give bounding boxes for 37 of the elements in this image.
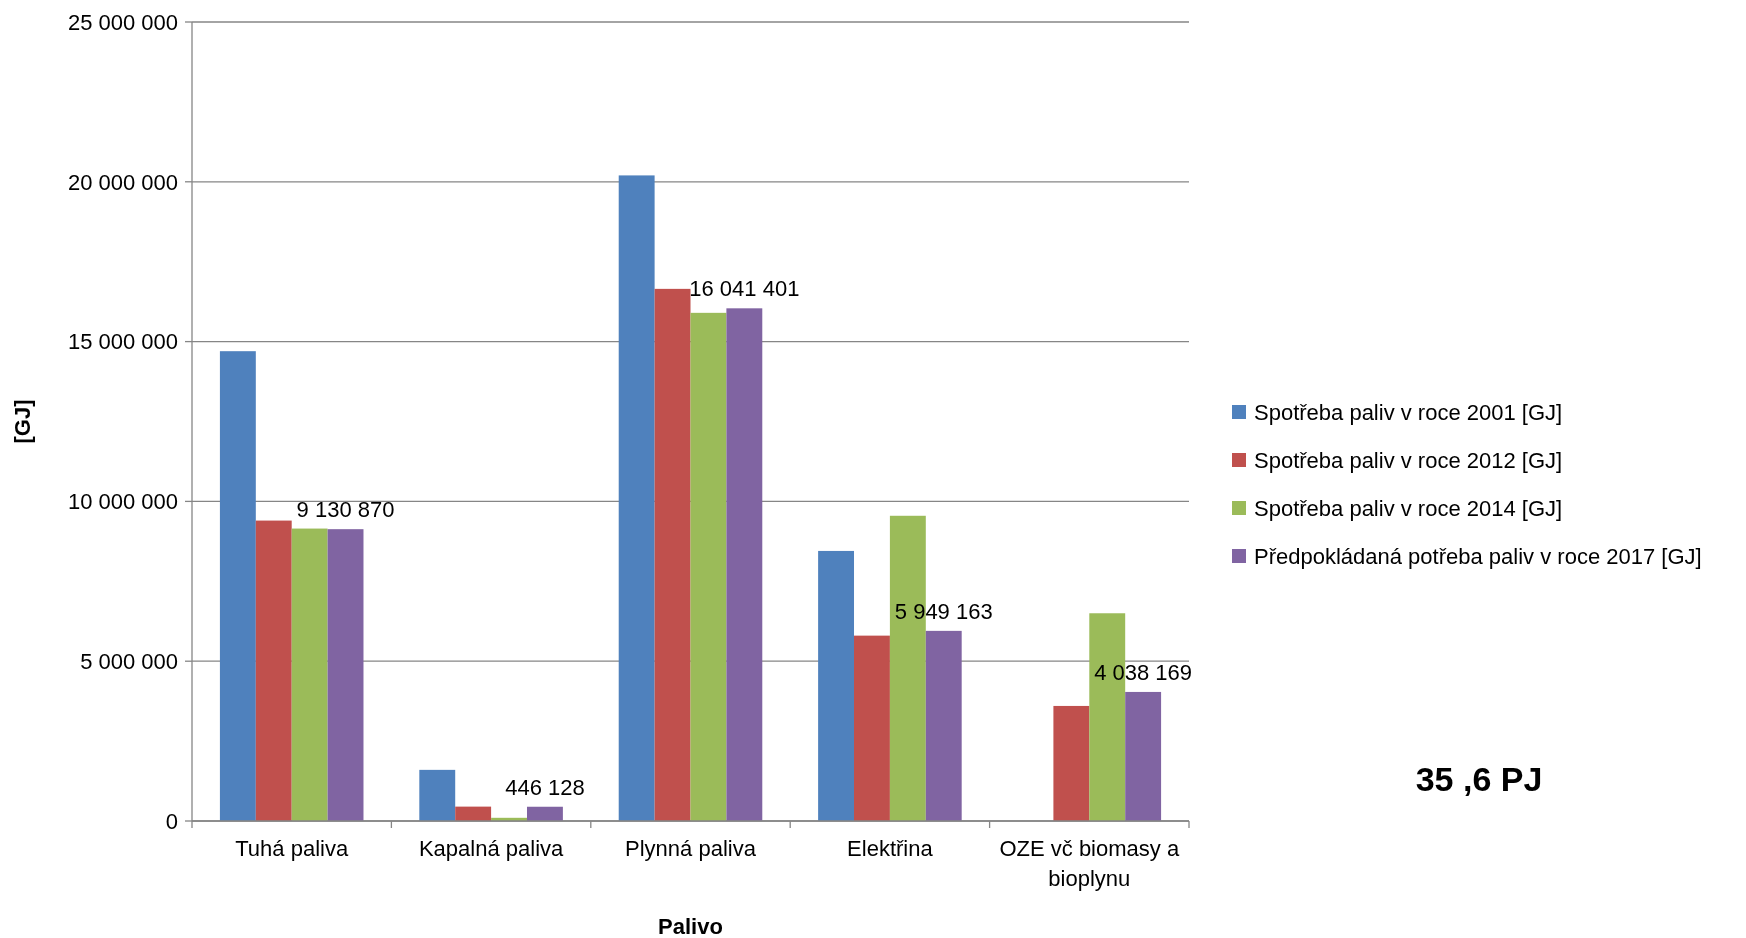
bar bbox=[818, 550, 855, 821]
bar bbox=[726, 308, 763, 821]
bar bbox=[255, 520, 292, 821]
bar bbox=[219, 351, 256, 821]
data-label: 16 041 401 bbox=[689, 276, 800, 302]
x-axis-title: Palivo bbox=[658, 914, 723, 938]
x-tick-label: Tuhá paliva bbox=[235, 836, 349, 861]
y-tick-label: 0 bbox=[165, 808, 178, 834]
bar bbox=[618, 175, 655, 821]
x-tick-label: Kapalná paliva bbox=[418, 836, 565, 861]
x-tick-label: Elektřina bbox=[847, 836, 934, 861]
data-label: 446 128 bbox=[505, 774, 585, 800]
legend-label: Spotřeba paliv v roce 2012 [GJ] bbox=[1254, 447, 1563, 473]
bar bbox=[854, 635, 890, 821]
bar bbox=[419, 769, 456, 821]
bar bbox=[925, 630, 962, 821]
legend-label: Spotřeba paliv v roce 2001 [GJ] bbox=[1254, 399, 1563, 425]
bar bbox=[690, 312, 727, 821]
bar bbox=[1053, 705, 1090, 821]
x-tick-label: Plynná paliva bbox=[625, 836, 757, 861]
bar bbox=[291, 528, 328, 821]
legend-label: Spotřeba paliv v roce 2014 [GJ] bbox=[1254, 495, 1563, 521]
bar bbox=[327, 529, 364, 821]
legend-label: Předpokládaná potřeba paliv v roce 2017 [GJ] bbox=[1254, 543, 1702, 569]
data-label: 9 130 870 bbox=[296, 497, 395, 523]
text: 35 ,6 PJ bbox=[1415, 759, 1543, 798]
y-tick-label: 5 000 000 bbox=[80, 648, 178, 674]
y-tick-label: 25 000 000 bbox=[67, 9, 178, 35]
bar bbox=[455, 806, 492, 821]
y-tick-label: 20 000 000 bbox=[67, 169, 178, 195]
bar bbox=[1125, 691, 1162, 821]
x-tick-label: OZE vč biomasy a bioplynu bbox=[999, 836, 1180, 891]
y-tick-label: 10 000 000 bbox=[67, 489, 178, 515]
y-tick-label: 15 000 000 bbox=[67, 329, 178, 355]
bar bbox=[654, 288, 691, 821]
y-axis-title: [GJ] bbox=[10, 399, 35, 444]
bar bbox=[526, 806, 563, 821]
